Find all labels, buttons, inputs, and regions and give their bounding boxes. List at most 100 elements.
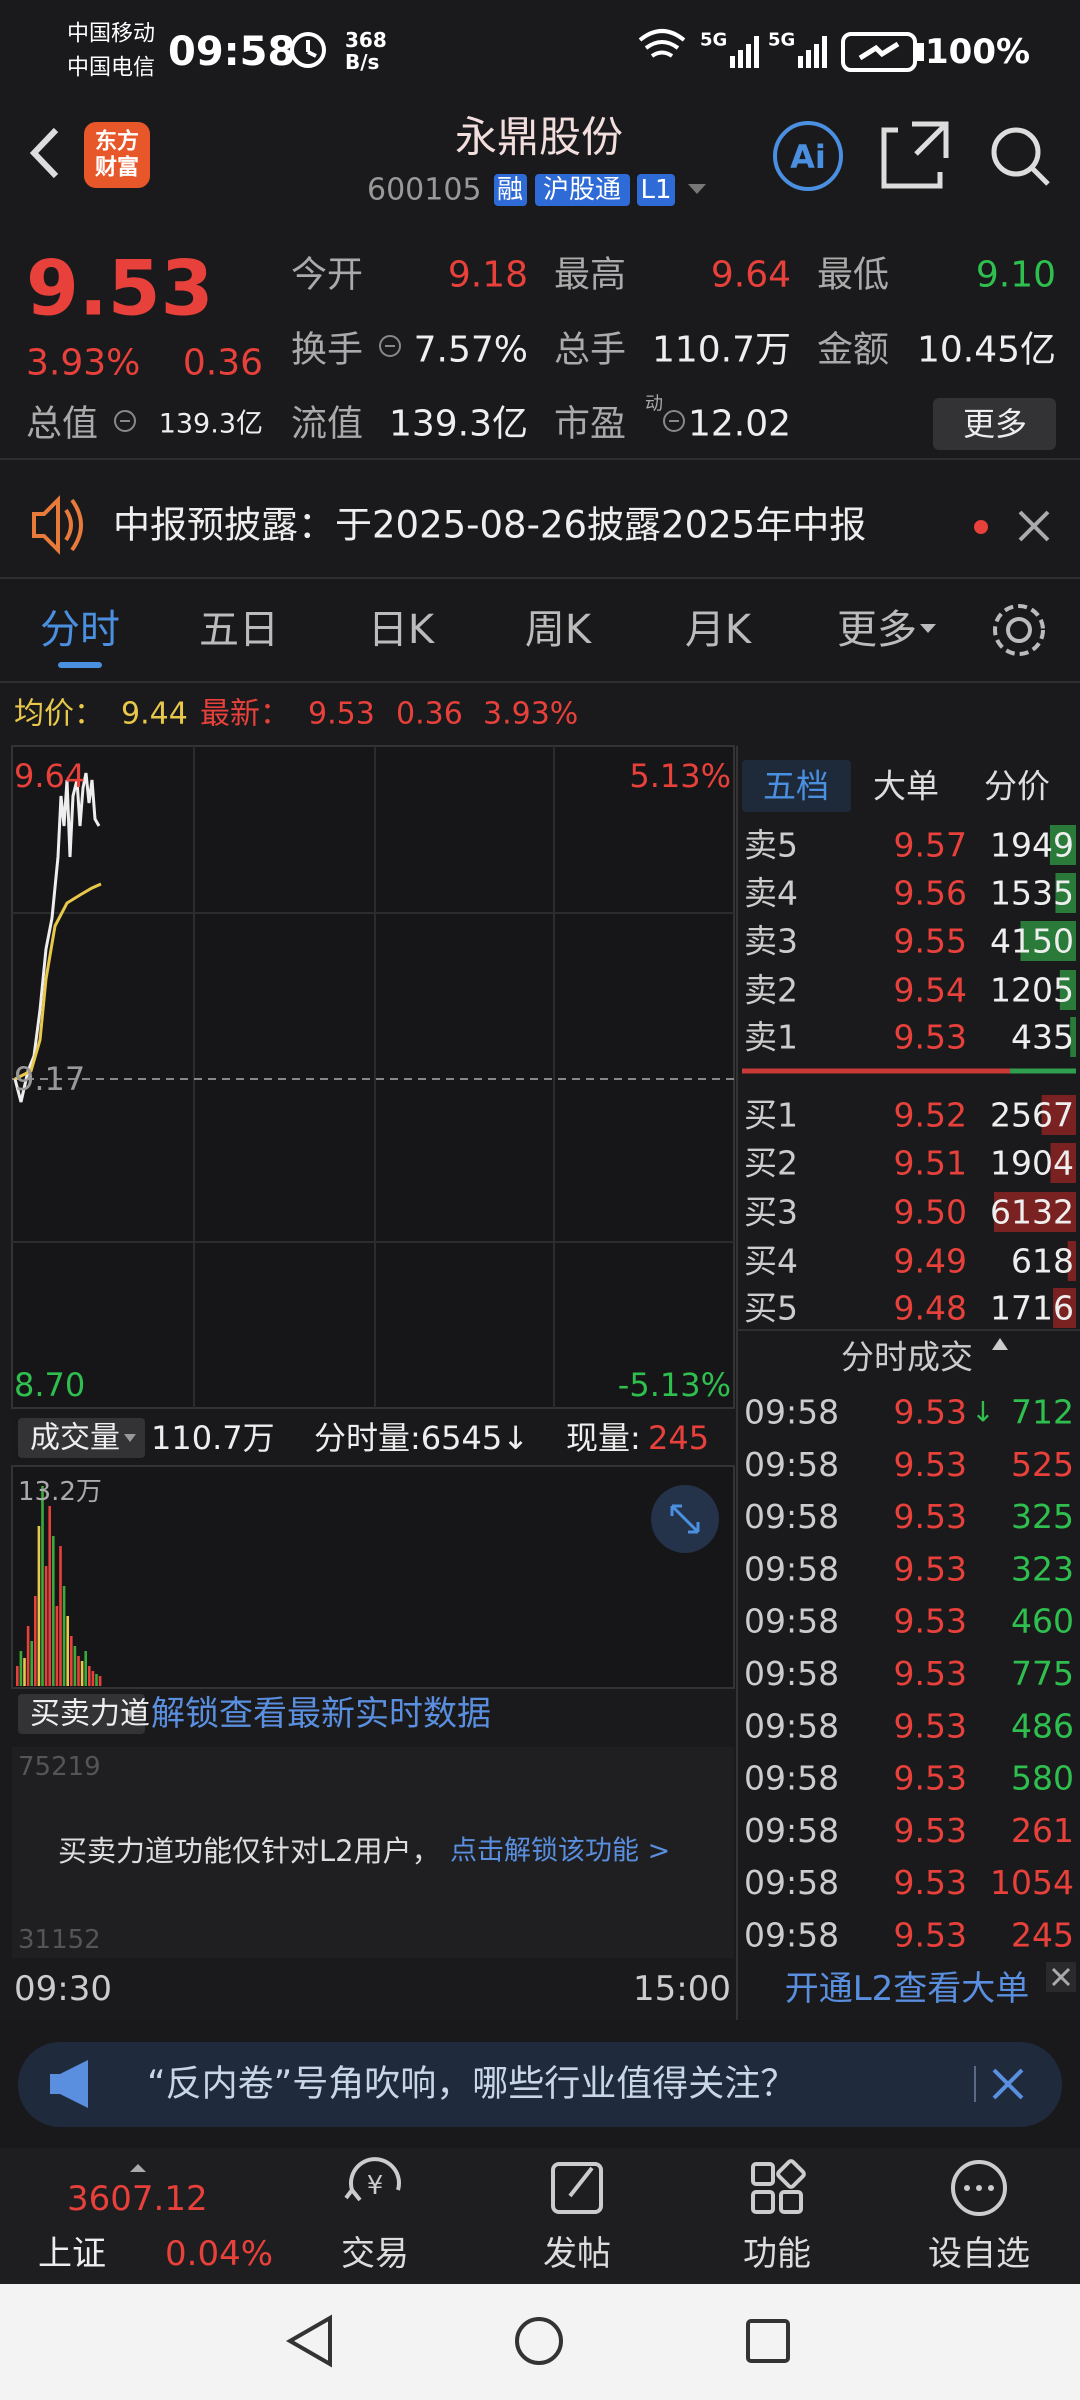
chart-tab[interactable]: 月K <box>685 607 753 653</box>
trade-time: 09:58 <box>744 1393 839 1432</box>
expand-index[interactable] <box>130 2164 146 2172</box>
book-level: 买4 <box>744 1242 798 1281</box>
trade-time: 09:58 <box>744 1916 839 1955</box>
axis-high: 9.64 <box>14 757 85 795</box>
chart-tab[interactable]: 周K <box>525 607 593 653</box>
volume-bar <box>62 1586 66 1686</box>
search-button[interactable] <box>991 127 1050 186</box>
close-notice[interactable] <box>1018 510 1050 542</box>
system-recents[interactable] <box>746 2319 790 2363</box>
trade-time: 09:58 <box>744 1549 839 1588</box>
minute-volume: 分时量:6545↓ <box>314 1419 529 1457</box>
back-button[interactable] <box>29 127 59 179</box>
trade-time: 09:58 <box>744 1654 839 1693</box>
book-tab[interactable]: 五档 <box>763 767 829 806</box>
stock-tag: L1 <box>640 175 671 205</box>
depth-bar <box>1050 1143 1076 1183</box>
nav-item[interactable]: 交易 <box>341 2234 409 2274</box>
close-banner[interactable] <box>992 2068 1024 2100</box>
price-chart-area <box>11 745 735 1409</box>
book-volume: 1205 <box>990 971 1074 1010</box>
book-level: 买2 <box>744 1144 798 1183</box>
selector-arrow <box>124 1710 136 1718</box>
tab-indicator <box>58 662 102 668</box>
stat-value: 9.18 <box>448 255 528 296</box>
settings-button[interactable] <box>993 604 1045 656</box>
bottom-nav <box>0 2148 1080 2284</box>
trade-volume: 325 <box>1011 1497 1074 1536</box>
stat-label: 换手 <box>291 330 363 371</box>
locked-notice: 买卖力道功能仅针对L2用户， <box>58 1834 441 1868</box>
book-price: 9.51 <box>894 1144 967 1183</box>
trade-time: 09:58 <box>744 1497 839 1536</box>
chart-tab[interactable]: 分时 <box>40 607 120 653</box>
nav-item[interactable]: 功能 <box>743 2234 811 2274</box>
latest-change: 0.36 <box>396 697 463 732</box>
axis-base: 9.17 <box>14 1060 85 1098</box>
volume-bar <box>30 1641 33 1686</box>
depth-bar <box>1059 970 1076 1010</box>
book-price: 9.48 <box>894 1289 967 1328</box>
volume-bar <box>34 1596 37 1686</box>
more-button-label: 更多 <box>963 405 1027 443</box>
banner[interactable] <box>18 2042 1062 2127</box>
latest-label: 最新： <box>200 697 290 732</box>
more-button[interactable] <box>933 398 1056 450</box>
nav-item[interactable]: 设自选 <box>928 2234 1030 2274</box>
volume-bar <box>77 1656 80 1686</box>
chart-tab[interactable]: 日K <box>368 607 436 653</box>
average-line <box>14 882 102 1081</box>
locked-panel <box>12 1747 734 1958</box>
trade-price: 9.53 <box>894 1863 967 1902</box>
unlock-feature-link[interactable]: 点击解锁该功能 > <box>450 1836 670 1867</box>
unlock-link[interactable]: 解锁查看最新实时数据 <box>151 1694 491 1734</box>
stat-label: 今开 <box>291 255 363 296</box>
book-level: 卖3 <box>744 922 798 961</box>
book-level: 卖1 <box>744 1018 798 1057</box>
system-back[interactable] <box>285 2314 332 2368</box>
tag-bg <box>494 174 527 206</box>
trade-volume: 525 <box>1011 1445 1074 1484</box>
chart-grid <box>12 746 734 1408</box>
book-level: 卖2 <box>744 971 798 1010</box>
close-icon <box>1051 1967 1071 1987</box>
unread-dot <box>974 520 988 534</box>
l2-upgrade-link[interactable]: 开通L2查看大单 <box>785 1969 1030 2009</box>
trade-volume: 486 <box>1011 1706 1074 1745</box>
stat-value: 110.7万 <box>652 330 791 371</box>
volume-bar <box>59 1546 62 1686</box>
chart-tab[interactable]: 五日 <box>199 607 279 653</box>
trade-time: 09:58 <box>744 1759 839 1798</box>
trade-time: 09:58 <box>744 1602 839 1641</box>
trade-time: 09:58 <box>744 1863 839 1902</box>
volume-bar <box>91 1671 95 1686</box>
volume-bar <box>19 1651 23 1686</box>
volume-selector[interactable] <box>18 1418 145 1458</box>
latest-value: 9.53 <box>308 697 375 732</box>
stock-tag: 沪股通 <box>543 175 621 205</box>
book-tab[interactable]: 大单 <box>873 767 939 806</box>
dropdown-arrow[interactable] <box>688 184 706 194</box>
ai-button[interactable] <box>773 121 843 191</box>
system-home[interactable] <box>515 2317 563 2365</box>
volume-bar <box>44 1566 48 1686</box>
volume-bar <box>23 1658 26 1686</box>
volume-bar <box>41 1486 44 1686</box>
book-tab[interactable]: 分价 <box>984 767 1050 806</box>
status-icons <box>290 29 924 72</box>
tab-highlight <box>742 760 851 812</box>
tag-bg <box>637 174 675 206</box>
power-label: 买卖力道 <box>30 1697 150 1732</box>
signal-bars <box>730 36 827 68</box>
time-start: 09:30 <box>14 1969 112 2009</box>
book-price: 9.56 <box>894 874 967 913</box>
share-button[interactable] <box>881 121 949 189</box>
nav-item[interactable]: 发帖 <box>543 2234 611 2274</box>
system-nav <box>0 2284 1080 2400</box>
book-level: 买5 <box>744 1289 798 1328</box>
network-type: 5G <box>768 30 795 51</box>
power-selector[interactable] <box>18 1694 145 1734</box>
chart-tab[interactable]: 更多 <box>837 607 917 653</box>
stat-value: 139.3亿 <box>159 409 263 440</box>
